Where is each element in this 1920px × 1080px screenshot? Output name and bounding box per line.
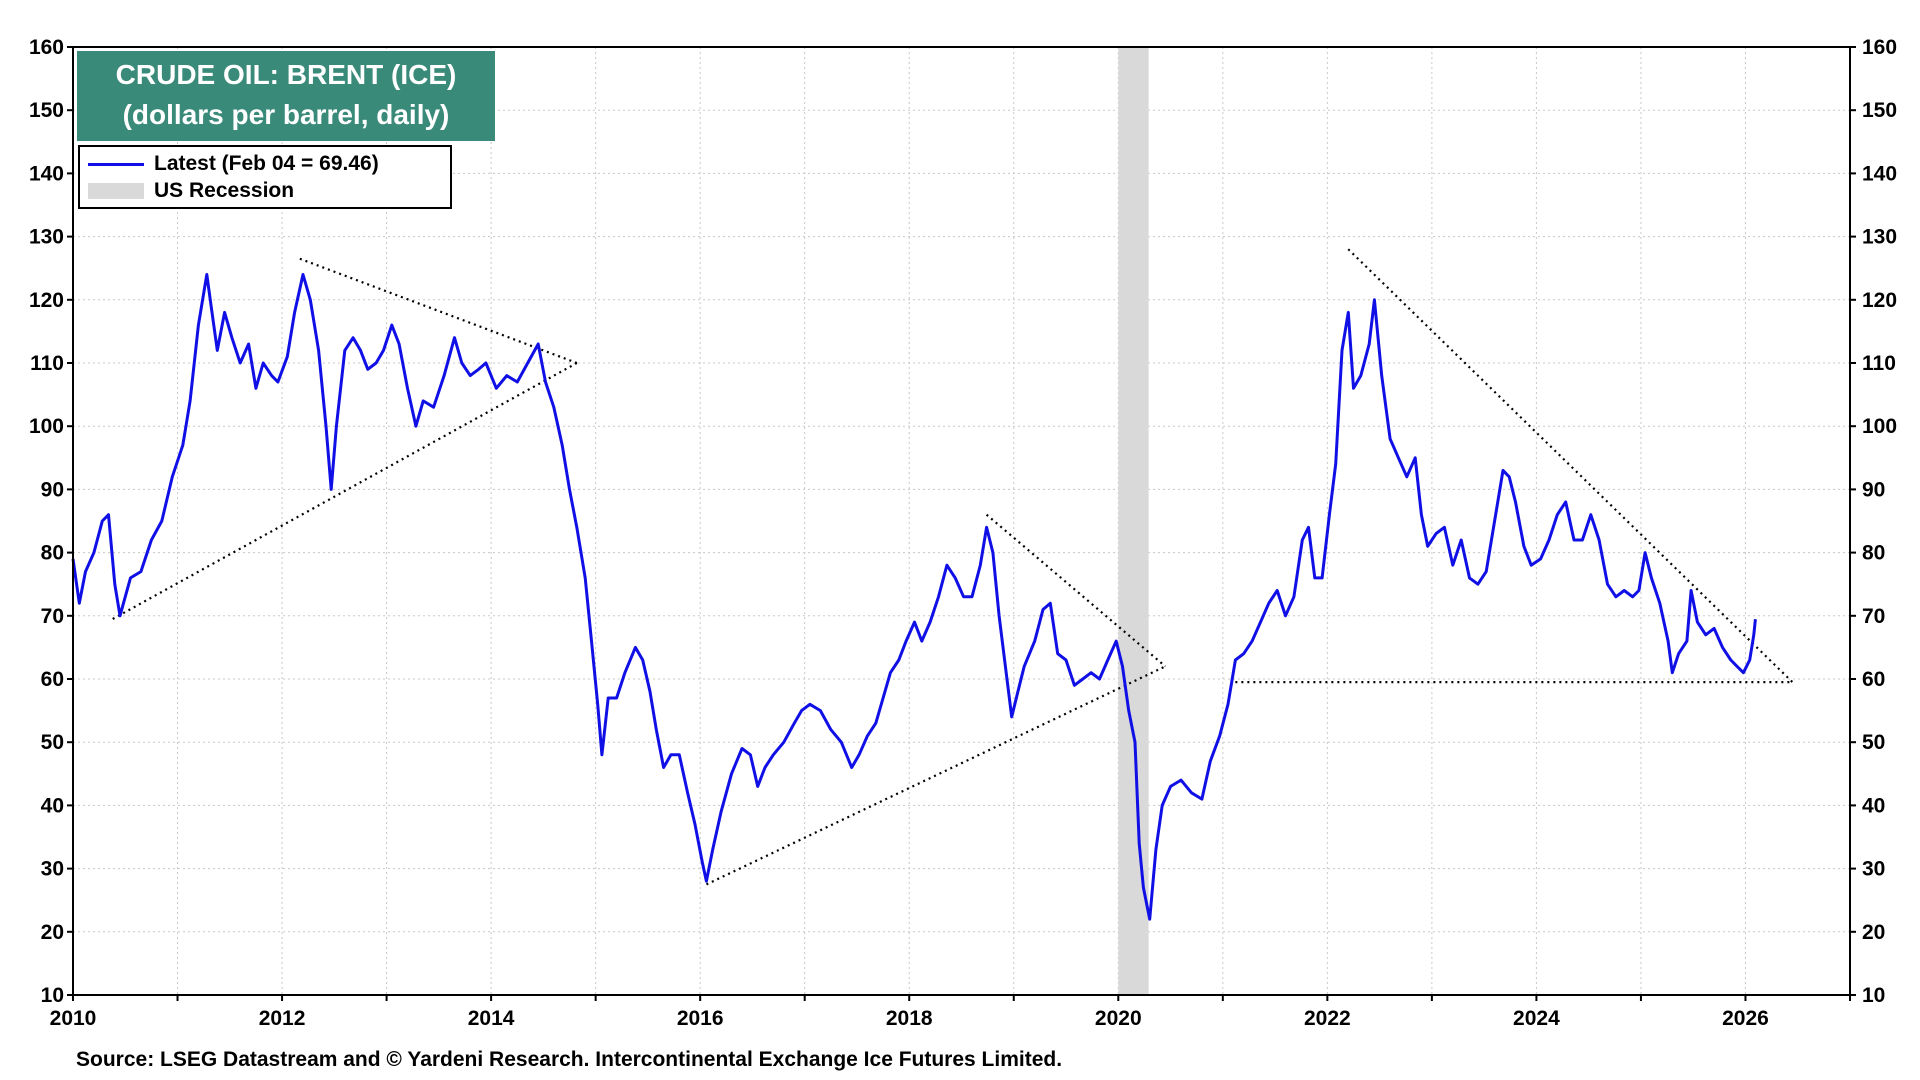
chart-title: CRUDE OIL: BRENT (ICE) (115, 59, 457, 90)
y-tick-label-left: 130 (29, 226, 64, 249)
y-tick-label-left: 30 (41, 858, 64, 881)
y-tick-label-right: 130 (1862, 226, 1897, 249)
source-note: Source: LSEG Datastream and © Yardeni Re… (76, 1048, 1063, 1071)
y-tick-label-right: 160 (1862, 36, 1897, 59)
x-tick-label: 2012 (259, 1007, 306, 1030)
trendline (705, 665, 1166, 886)
plot-frame (72, 46, 1851, 996)
series-layer (71, 273, 1757, 921)
chart-subtitle: (dollars per barrel, daily) (122, 99, 450, 130)
trendlines (112, 248, 1794, 886)
recession-bands (1118, 47, 1149, 995)
y-tick-label-right: 140 (1862, 162, 1897, 185)
legend: Latest (Feb 04 = 69.46) US Recession (78, 145, 452, 209)
x-tick-label: 2022 (1304, 1007, 1351, 1030)
y-tick-label-right: 100 (1862, 415, 1897, 438)
series-line-brent (71, 273, 1757, 921)
legend-item-recession: US Recession (88, 178, 294, 204)
y-axis-left: 10 20 30 40 50 60 70 80 90 100 110 120 130 140 150 160 (29, 36, 73, 1007)
y-tick-label-left: 90 (41, 478, 64, 501)
y-tick-label-left: 110 (30, 352, 64, 375)
x-tick-label: 2016 (677, 1007, 724, 1030)
y-tick-label-left: 160 (29, 36, 64, 59)
legend-item-latest: Latest (Feb 04 = 69.46) (88, 151, 379, 177)
trendline (112, 362, 578, 620)
y-tick-label-left: 100 (29, 415, 64, 438)
chart-title-box: CRUDE OIL: BRENT (ICE) (dollars per barr… (77, 51, 495, 141)
y-tick-label-right: 80 (1862, 542, 1885, 565)
y-tick-label-right: 90 (1862, 478, 1885, 501)
y-tick-label-left: 140 (29, 162, 64, 185)
y-tick-label-left: 120 (29, 289, 64, 312)
x-tick-label: 2026 (1722, 1007, 1769, 1030)
x-tick-label: 2018 (886, 1007, 933, 1030)
y-tick-label-right: 40 (1862, 794, 1885, 817)
x-tick-label: 2010 (50, 1007, 97, 1030)
legend-swatch-line (88, 162, 144, 166)
x-tick-label: 2020 (1095, 1007, 1142, 1030)
y-axis-right: 10 20 30 40 50 60 70 80 90 100 110 120 130 140 150 160 (1850, 36, 1897, 1007)
y-tick-label-left: 10 (41, 984, 64, 1007)
y-tick-label-right: 60 (1862, 668, 1885, 691)
trendline (1347, 248, 1794, 683)
legend-label-latest: Latest (Feb 04 = 69.46) (154, 152, 379, 175)
y-tick-label-left: 50 (41, 731, 64, 754)
y-tick-label-left: 40 (41, 794, 64, 817)
legend-swatch-recession (88, 183, 144, 199)
y-tick-label-left: 20 (41, 921, 64, 944)
y-tick-label-right: 50 (1862, 731, 1885, 754)
x-tick-label: 2024 (1513, 1007, 1560, 1030)
y-tick-label-right: 120 (1862, 289, 1897, 312)
y-tick-label-right: 20 (1862, 921, 1885, 944)
y-tick-label-left: 70 (41, 605, 64, 628)
y-tick-label-right: 110 (1862, 352, 1896, 375)
y-tick-label-right: 30 (1862, 858, 1885, 881)
y-tick-label-right: 150 (1862, 99, 1897, 122)
y-tick-label-left: 80 (41, 542, 64, 565)
trendline (299, 257, 578, 365)
y-tick-label-left: 150 (29, 99, 64, 122)
recession-band (1118, 47, 1149, 995)
y-tick-label-right: 10 (1862, 984, 1885, 1007)
legend-label-recession: US Recession (154, 179, 295, 202)
x-axis: 2010 2012 2014 2016 2018 2020 2022 2024 2026 (50, 995, 1851, 1030)
y-tick-label-right: 70 (1862, 605, 1885, 628)
y-tick-label-left: 60 (41, 668, 64, 691)
x-tick-label: 2014 (468, 1007, 515, 1030)
